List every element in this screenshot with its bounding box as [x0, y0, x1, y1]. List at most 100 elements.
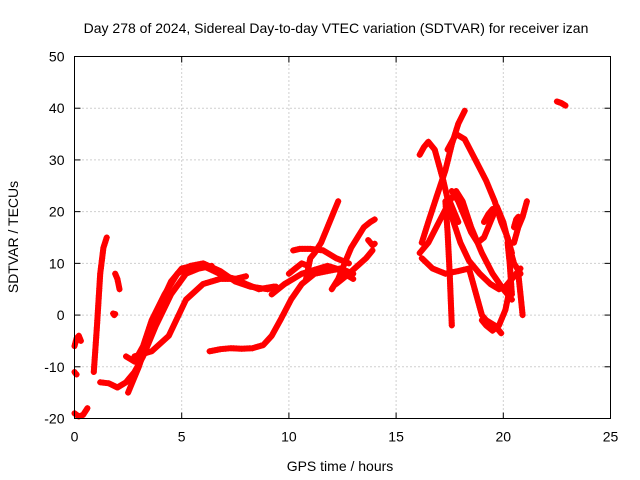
data-point-marker	[371, 240, 378, 247]
series-band	[333, 247, 376, 287]
data-series	[71, 98, 569, 420]
data-point-marker	[468, 275, 475, 282]
y-axis-label: SDTVAR / TECUs	[5, 181, 21, 293]
data-point-marker	[270, 283, 277, 290]
data-point-marker	[453, 213, 460, 220]
data-point-marker	[475, 299, 482, 306]
data-point-marker	[471, 286, 478, 293]
data-point-marker	[72, 340, 79, 347]
data-point-marker	[455, 219, 462, 225]
x-tick-label: 0	[71, 429, 79, 445]
data-point-marker	[508, 291, 515, 298]
data-point-marker	[448, 322, 455, 329]
series-track-5	[110, 310, 119, 319]
x-tick-label: 5	[178, 429, 186, 445]
series-track-26	[478, 286, 513, 334]
data-point-marker	[473, 291, 480, 298]
data-point-marker	[209, 347, 216, 354]
y-tick-label: 30	[49, 152, 65, 168]
data-point-marker	[335, 198, 342, 205]
data-point-marker	[473, 294, 480, 300]
series-track-23	[418, 255, 472, 277]
series-track-8	[125, 262, 249, 396]
data-point-marker	[471, 283, 477, 290]
data-point-marker	[493, 208, 500, 215]
data-point-marker	[448, 203, 455, 210]
series-track-25	[466, 265, 505, 337]
data-point-marker	[472, 288, 479, 295]
series-track-20	[418, 107, 468, 246]
x-tick-label: 10	[281, 429, 297, 445]
y-tick-label: 0	[57, 307, 65, 323]
data-point-marker	[523, 200, 530, 207]
data-point-marker	[466, 268, 473, 275]
series-track-30	[515, 270, 526, 319]
y-tick-label: 20	[49, 204, 65, 220]
series-track-27	[481, 206, 500, 225]
data-point-marker	[447, 200, 454, 207]
data-point-marker	[520, 211, 527, 218]
data-point-marker	[521, 206, 528, 213]
data-point-marker	[458, 267, 464, 274]
x-tick-label: 25	[603, 429, 619, 445]
data-point-marker	[332, 206, 338, 213]
data-point-marker	[511, 237, 518, 244]
series-track-17	[333, 247, 376, 287]
data-point-marker	[562, 102, 569, 109]
data-point-marker	[505, 294, 512, 300]
data-point-marker	[101, 242, 108, 249]
x-tick-label: 20	[496, 429, 512, 445]
data-point-marker	[503, 301, 510, 308]
data-point-marker	[451, 208, 457, 215]
data-point-marker	[476, 301, 482, 308]
data-point-marker	[72, 370, 79, 377]
data-point-marker	[350, 275, 357, 282]
data-point-marker	[334, 200, 341, 207]
data-point-marker	[513, 229, 520, 236]
series-band	[365, 237, 378, 249]
data-point-marker	[102, 237, 109, 244]
data-point-marker	[452, 211, 459, 218]
data-point-marker	[515, 213, 522, 220]
data-point-marker	[523, 198, 530, 205]
data-point-marker	[103, 234, 110, 241]
data-point-marker	[466, 265, 472, 272]
data-point-marker	[369, 247, 376, 254]
data-point-marker	[116, 286, 123, 293]
data-point-marker	[252, 344, 259, 351]
y-tick-label: 10	[49, 255, 65, 271]
data-point-marker	[254, 343, 261, 350]
series-track-1	[71, 369, 80, 378]
data-point-marker	[77, 337, 84, 344]
series-track-29	[442, 198, 455, 329]
data-point-marker	[257, 342, 264, 349]
data-point-marker	[243, 273, 249, 280]
series-track-10	[131, 275, 277, 360]
data-point-marker	[84, 405, 91, 412]
data-point-marker	[111, 312, 118, 319]
data-point-marker	[502, 306, 509, 313]
y-tick-label: -10	[44, 359, 64, 375]
data-point-marker	[476, 304, 483, 311]
series-track-32	[511, 198, 530, 246]
series-track-7	[97, 262, 215, 391]
data-point-marker	[467, 270, 474, 277]
data-point-marker	[371, 216, 378, 223]
data-point-marker	[76, 335, 83, 342]
data-point-marker	[333, 203, 340, 210]
data-point-marker	[522, 203, 529, 210]
series-track-33	[511, 213, 522, 231]
data-point-marker	[519, 312, 526, 319]
data-point-marker	[512, 219, 519, 225]
data-point-marker	[511, 239, 517, 246]
data-point-marker	[460, 266, 467, 273]
chart-title: Day 278 of 2024, Sidereal Day-to-day VTE…	[84, 20, 589, 36]
series-track-31	[504, 239, 515, 298]
data-point-marker	[454, 216, 461, 223]
y-tick-label: 50	[49, 49, 65, 65]
data-point-marker	[112, 311, 119, 317]
data-point-marker	[468, 273, 475, 280]
data-point-marker	[498, 330, 505, 337]
data-point-marker	[112, 270, 119, 277]
